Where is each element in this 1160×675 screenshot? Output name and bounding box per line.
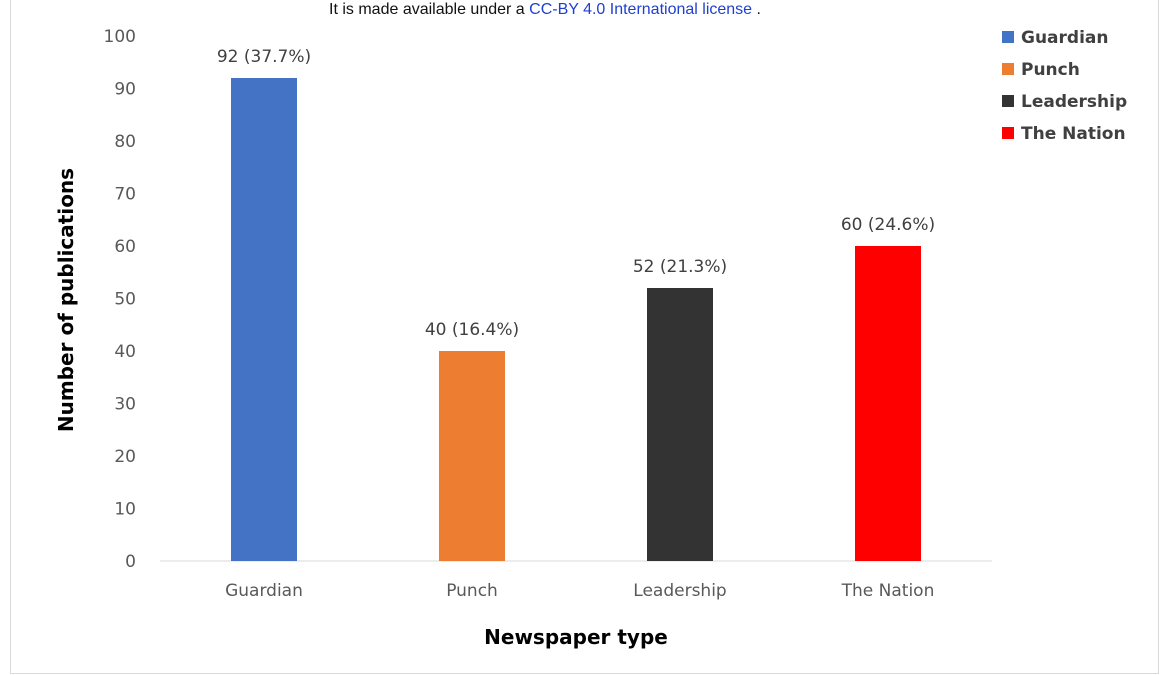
y-tick-label: 20 (114, 447, 136, 467)
data-label-leadership: 52 (21.3%) (633, 257, 727, 277)
license-suffix: . (752, 1, 761, 18)
x-tick-label-punch: Punch (446, 581, 498, 601)
y-tick-label: 30 (114, 395, 136, 415)
data-label-punch: 40 (16.4%) (425, 320, 519, 340)
bar-the-nation (855, 246, 921, 561)
y-tick-label: 90 (114, 80, 136, 100)
y-tick-label: 0 (125, 552, 136, 572)
y-tick-label: 40 (114, 342, 136, 362)
x-axis-ticks: Guardian Punch Leadership The Nation (225, 581, 934, 601)
license-line: It is made available under a CC-BY 4.0 I… (0, 1, 1090, 19)
y-tick-label: 60 (114, 237, 136, 257)
x-axis-title: Newspaper type (484, 625, 668, 649)
y-tick-label: 80 (114, 132, 136, 152)
bars (231, 78, 921, 561)
data-labels: 92 (37.7%) 40 (16.4%) 52 (21.3%) 60 (24.6%) (217, 47, 935, 340)
legend: Guardian Punch Leadership The Nation (1002, 28, 1127, 144)
legend-label-the-nation: The Nation (1021, 124, 1126, 144)
legend-swatch-guardian (1002, 31, 1014, 43)
legend-swatch-the-nation (1002, 127, 1014, 139)
bar-guardian (231, 78, 297, 561)
x-tick-label-the-nation: The Nation (841, 581, 935, 601)
license-prefix: It is made available under a (329, 1, 530, 18)
y-tick-label: 50 (114, 290, 136, 310)
x-tick-label-leadership: Leadership (633, 581, 726, 601)
bar-punch (439, 351, 505, 561)
y-tick-label: 10 (114, 500, 136, 520)
data-label-the-nation: 60 (24.6%) (841, 215, 935, 235)
legend-label-leadership: Leadership (1021, 92, 1127, 112)
legend-swatch-punch (1002, 63, 1014, 75)
license-link[interactable]: CC-BY 4.0 International license (529, 1, 753, 18)
legend-label-punch: Punch (1021, 60, 1080, 80)
y-axis-title: Number of publications (54, 168, 78, 432)
legend-swatch-leadership (1002, 95, 1014, 107)
legend-label-guardian: Guardian (1021, 28, 1108, 48)
chart-frame (10, 0, 1159, 674)
y-tick-label: 100 (104, 27, 136, 47)
x-tick-label-guardian: Guardian (225, 581, 303, 601)
y-tick-label: 70 (114, 185, 136, 205)
data-label-guardian: 92 (37.7%) (217, 47, 311, 67)
y-axis-ticks: 0 10 20 30 40 50 60 70 80 90 100 (104, 27, 136, 572)
bar-leadership (647, 288, 713, 561)
